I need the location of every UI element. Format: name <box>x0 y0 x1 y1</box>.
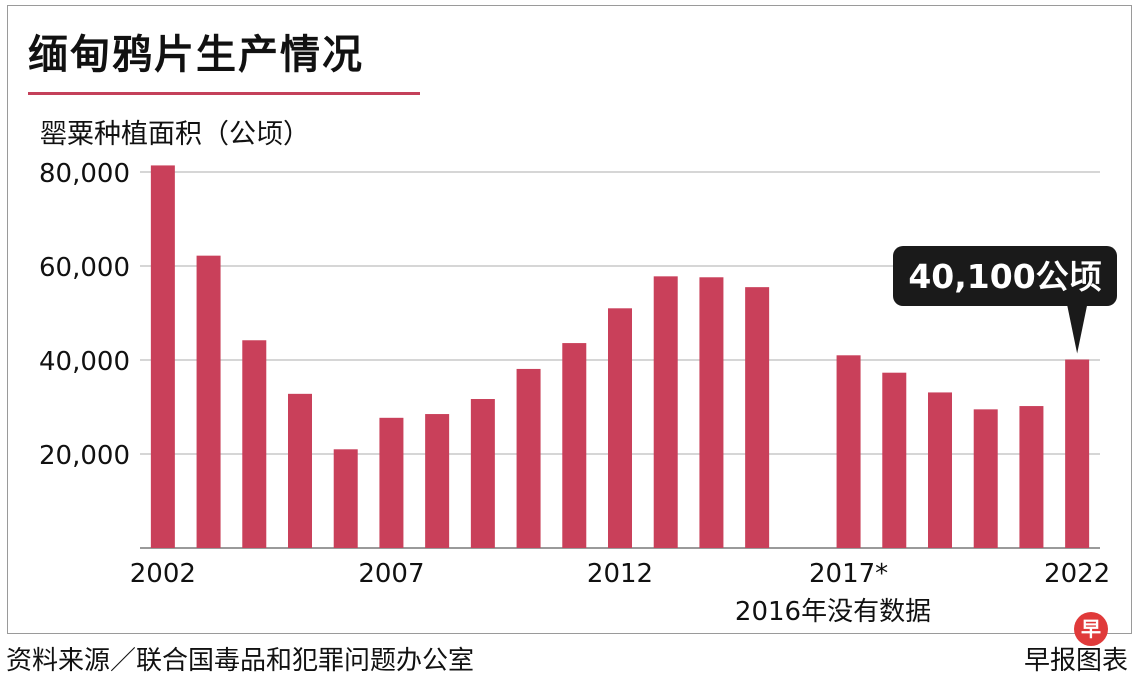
x-tick-label: 2017* <box>809 559 888 589</box>
x-tick-label: 2012 <box>587 559 653 589</box>
bar-2008 <box>425 414 450 548</box>
bar-2021 <box>1019 406 1044 548</box>
callout-pointer <box>1067 305 1088 354</box>
title-underline <box>28 92 420 95</box>
y-tick-labels: 20,000 40,000 60,000 80,000 <box>39 159 130 471</box>
bar-2006 <box>333 449 358 548</box>
bar-2022 <box>1065 359 1090 548</box>
bars <box>150 165 1090 549</box>
x-tick-label: 2002 <box>130 559 196 589</box>
bar-2002 <box>150 165 175 549</box>
bar-2017 <box>836 355 861 548</box>
x-tick-labels: 2002 2007 2012 2017* 2022 <box>130 559 1110 589</box>
y-tick-label: 80,000 <box>39 159 130 189</box>
callout-text: 40,100公顷 <box>908 257 1101 296</box>
x-tick-label: 2007 <box>358 559 424 589</box>
y-tick-label: 40,000 <box>39 347 130 377</box>
chart-credit: 早报图表 <box>1023 646 1128 676</box>
missing-data-note: 2016年没有数据 <box>735 597 931 627</box>
source-note: 资料来源／联合国毒品和犯罪问题办公室 <box>6 646 475 676</box>
bar-2004 <box>242 340 267 548</box>
bar-2019 <box>928 392 952 548</box>
bar-2007 <box>379 417 404 548</box>
bar-2005 <box>288 393 312 548</box>
y-axis-label: 罂粟种植面积（公顷） <box>40 119 310 150</box>
bar-2003 <box>196 255 221 548</box>
bar-2018 <box>882 372 907 548</box>
bar-2015 <box>745 287 770 548</box>
callout-bubble <box>893 246 1117 306</box>
bar-2011 <box>562 343 587 548</box>
newspaper-logo: 早 <box>1074 612 1108 646</box>
bar-2013 <box>653 276 678 548</box>
bar-2020 <box>973 409 998 548</box>
bar-2014 <box>699 277 724 548</box>
chart-title: 缅甸鸦片生产情况 <box>28 32 364 78</box>
bar-2010 <box>516 368 541 548</box>
value-callout: 40,100公顷 <box>893 246 1117 354</box>
y-tick-label: 20,000 <box>39 441 130 471</box>
x-tick-label: 2022 <box>1044 559 1110 589</box>
y-tick-label: 60,000 <box>39 253 130 283</box>
bar-2009 <box>470 399 495 548</box>
bar-2012 <box>608 308 632 548</box>
